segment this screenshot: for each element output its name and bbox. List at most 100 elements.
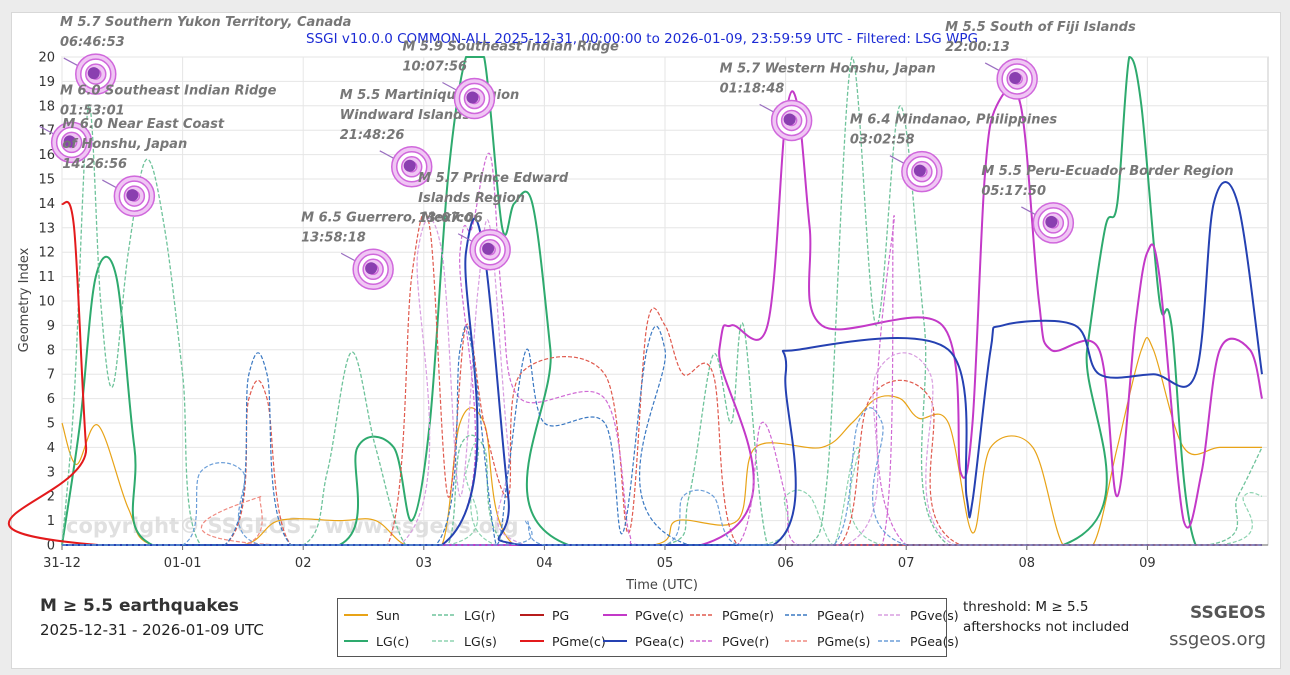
epicenter-dot-icon [63, 135, 76, 148]
legend-label: PGve(r) [722, 633, 770, 649]
annotation-text: M 6.0 Near East Coast [62, 117, 225, 132]
threshold-text: threshold: M ≥ 5.5 [963, 599, 1089, 615]
legend-item: LG(r) [432, 606, 496, 624]
legend-item: LG(c) [344, 632, 409, 650]
x-tick-label: 04 [536, 556, 553, 571]
y-tick-label: 4 [47, 441, 55, 456]
y-tick-label: 11 [38, 270, 55, 285]
legend-label: PGme(s) [817, 633, 871, 649]
y-axis-label: Geometry Index [17, 247, 32, 352]
legend-swatch [785, 614, 809, 616]
annotation-text: M 5.7 Western Honshu, Japan [720, 61, 936, 76]
y-tick-label: 20 [38, 51, 55, 66]
legend-item: LG(s) [432, 632, 497, 650]
legend-item: PGve(r) [690, 632, 769, 650]
y-tick-label: 0 [47, 539, 55, 554]
legend-swatch [344, 614, 368, 616]
y-tick-label: 12 [38, 246, 55, 261]
annotation-text: of Honshu, Japan [62, 137, 187, 152]
legend-label: PGea(r) [817, 607, 865, 623]
annotation-text: M 6.0 Southeast Indian Ridge [60, 83, 277, 98]
legend-item: PGea(s) [878, 632, 959, 650]
chart: SSGI v10.0.0 COMMON-ALL 2025-12-31, 00:0… [7, 15, 1269, 593]
legend-label: PGme(r) [722, 607, 774, 623]
x-tick-label: 09 [1139, 556, 1156, 571]
legend-item: PGve(s) [878, 606, 959, 624]
annotation-text: M 5.9 Southeast Indian Ridge [402, 39, 619, 54]
legend-swatch [344, 640, 368, 642]
annotation-text: M 5.7 Southern Yukon Territory, Canada [60, 15, 351, 30]
y-tick-label: 10 [38, 295, 55, 310]
epicenter-dot-icon [1009, 71, 1022, 84]
brand: SSGEOS [1190, 603, 1266, 623]
quake-annotation: M 6.0 Southeast Indian Ridge 01:53:01 [39, 83, 277, 164]
legend-label: PGve(s) [910, 607, 959, 623]
legend-item: PGve(c) [603, 606, 684, 624]
series-lines [7, 56, 1263, 547]
x-tick-label: 05 [657, 556, 674, 571]
legend-item: PGea(c) [603, 632, 684, 650]
epicenter-dot-icon [403, 159, 416, 172]
legend-item: PGme(s) [785, 632, 870, 650]
legend-item: PGme(r) [690, 606, 774, 624]
annotation-text: 22:00:13 [945, 40, 1010, 55]
legend-swatch [603, 640, 627, 642]
quake-annotation: M 6.5 Guerrero, Mexico 13:58:18 [301, 210, 473, 291]
y-tick-label: 15 [38, 173, 55, 188]
annotation-text: 21:48:26 [340, 128, 405, 143]
quake-annotation: M 5.7 Prince Edward Islands Region 13:07:0… [418, 171, 569, 271]
epicenter-dot-icon [87, 67, 100, 80]
x-tick-label: 08 [1019, 556, 1036, 571]
quake-annotation: M 5.7 Western Honshu, Japan 01:18:48 [720, 61, 936, 142]
y-tick-label: 7 [47, 368, 55, 383]
legend-item: Sun [344, 606, 400, 624]
legend-swatch [432, 614, 456, 616]
annotation-text: 01:53:01 [60, 103, 125, 118]
grid [61, 56, 1269, 546]
y-tick-label: 5 [47, 417, 55, 432]
series-line-lgc [61, 56, 1262, 547]
y-tick-label: 8 [47, 343, 55, 358]
series-line-sun [61, 336, 1262, 546]
y-tick-label: 6 [47, 392, 55, 407]
legend-label: LG(s) [464, 633, 497, 649]
x-axis-label: Time (UTC) [625, 578, 698, 593]
legend-label: PG [552, 607, 570, 623]
epicenter-dot-icon [482, 242, 495, 255]
x-tick-label: 01-01 [164, 556, 202, 571]
series-line-pgves [61, 218, 1262, 546]
legend-label: PGme(c) [552, 633, 606, 649]
quake-annotation: M 5.5 South of Fiji Islands 22:00:13 [945, 20, 1136, 100]
x-tick-label: 31-12 [43, 556, 81, 571]
epicenter-dot-icon [913, 164, 926, 177]
legend-swatch [690, 640, 714, 642]
chart-title: SSGI v10.0.0 COMMON-ALL 2025-12-31, 00:0… [306, 31, 978, 47]
series-line-pgear [61, 325, 1262, 546]
legend-item: PGme(c) [520, 632, 606, 650]
epicenter-dot-icon [1045, 215, 1058, 228]
epicenter-dot-icon [783, 113, 796, 126]
legend-label: PGea(s) [910, 633, 959, 649]
legend-label: LG(c) [376, 633, 410, 649]
legend-swatch [878, 614, 902, 616]
annotation-text: M 6.4 Mindanao, Philippines [850, 113, 1057, 128]
y-tick-label: 16 [38, 148, 55, 163]
filter-title: M ≥ 5.5 earthquakes [40, 596, 239, 616]
y-tick-label: 19 [38, 75, 55, 90]
series-line-pgver [61, 152, 1262, 546]
legend-label: Sun [376, 607, 400, 623]
quake-annotation: M 5.7 Southern Yukon Territory, Canada 06… [60, 15, 351, 95]
quake-annotation: M 6.0 Near East Coast of Honshu, Japan 14:… [62, 117, 225, 217]
epicenter-dot-icon [126, 189, 139, 202]
legend-item: PG [520, 606, 569, 624]
annotation-text: 14:26:56 [62, 157, 127, 172]
series-line-pgeas [61, 407, 1262, 546]
quake-annotations: M 5.7 Southern Yukon Territory, Canada 06… [39, 15, 1234, 291]
y-tick-label: 2 [47, 490, 55, 505]
quake-annotation: M 5.9 Southeast Indian Ridge 10:07:56 [402, 39, 619, 120]
legend-label: PGve(c) [635, 607, 684, 623]
y-tick-label: 13 [38, 221, 55, 236]
annotation-text: 13:58:18 [301, 230, 366, 245]
y-tick-label: 1 [47, 514, 55, 529]
